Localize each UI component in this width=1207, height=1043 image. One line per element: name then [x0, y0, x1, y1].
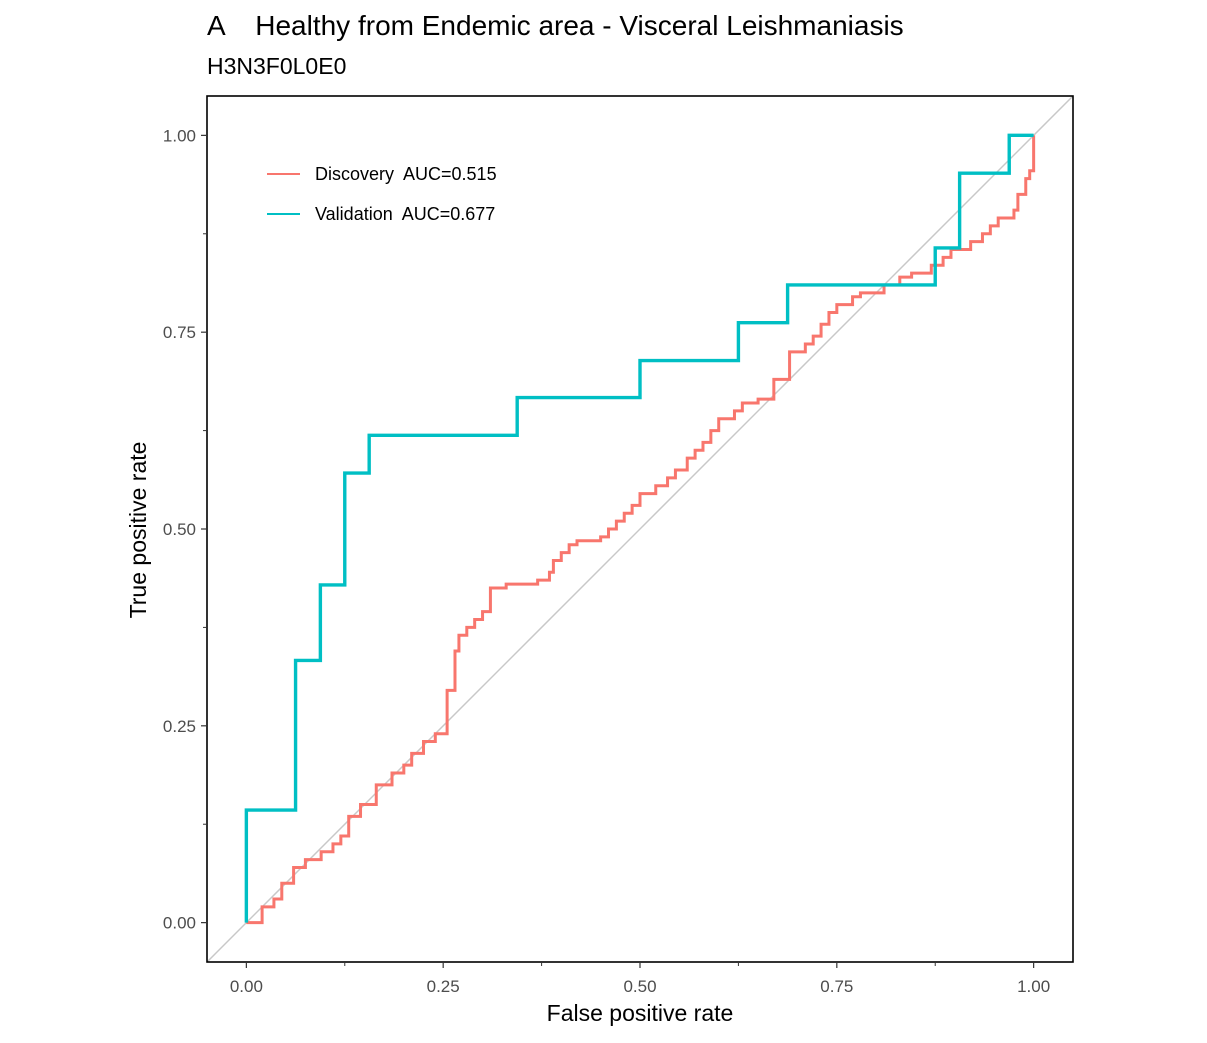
series-line-discovery	[246, 135, 1036, 925]
x-tick-label: 1.00	[1017, 977, 1050, 996]
x-tick-label: 0.50	[623, 977, 656, 996]
y-tick-label: 0.75	[163, 323, 196, 342]
x-tick-label: 0.25	[427, 977, 460, 996]
series-line-validation	[244, 133, 1034, 923]
y-tick-label: 0.25	[163, 717, 196, 736]
x-tick-label: 0.00	[230, 977, 263, 996]
plot-area: 0.00 0.25 0.50 0.75 1.00 0.00 0.25 0.50 0.75 1.00…	[163, 95, 1074, 996]
legend-label-0: Discovery AUC=0.515	[315, 164, 497, 184]
y-tick-label: 1.00	[163, 126, 196, 145]
diagonal-reference-line	[207, 96, 1073, 962]
x-axis-title: False positive rate	[547, 1000, 734, 1026]
x-tick-label: 0.75	[820, 977, 853, 996]
y-axis-title: True positive rate	[125, 442, 151, 619]
legend-label-1: Validation AUC=0.677	[315, 204, 495, 224]
plot-title: A Healthy from Endemic area - Visceral L…	[207, 10, 904, 41]
y-tick-label: 0.00	[163, 914, 196, 933]
plot-subtitle: H3N3F0L0E0	[207, 53, 346, 79]
y-tick-label: 0.50	[163, 520, 196, 539]
